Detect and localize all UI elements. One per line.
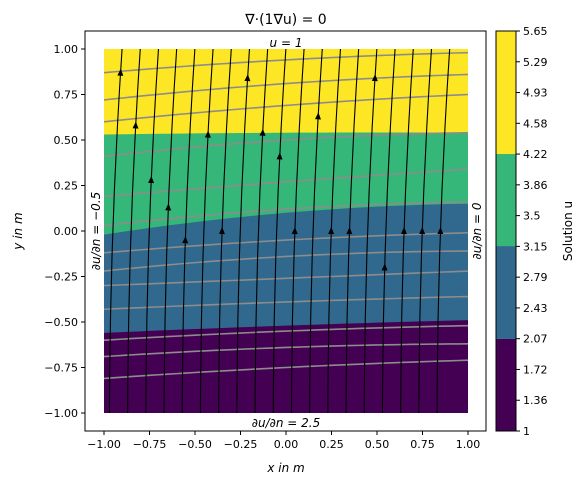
chart-title: ∇·(1∇u) = 0 <box>244 12 326 28</box>
colorbar-segment <box>496 246 516 339</box>
contour-line <box>104 93 468 123</box>
colorbar-tick-label: 3.86 <box>523 179 548 192</box>
streamline-arrow <box>148 176 155 184</box>
x-axis-label: x in m <box>266 461 304 475</box>
streamline-arrow <box>381 263 388 271</box>
streamline-arrow <box>346 227 353 235</box>
y-tick-label: −1.00 <box>44 407 78 420</box>
contour-line <box>104 232 468 254</box>
y-tick-label: −0.50 <box>44 316 78 329</box>
contour-line <box>104 73 468 101</box>
colorbar-frame <box>495 30 517 432</box>
colorbar-tick-label: 4.93 <box>523 87 548 100</box>
streamline <box>199 49 214 413</box>
streamline <box>363 49 378 413</box>
colorbar-tick-label: 4.22 <box>523 148 548 161</box>
filled-region-0 <box>104 320 468 413</box>
colorbar-tick-label: 5.65 <box>523 25 548 38</box>
colorbar-tick-label: 5.29 <box>523 56 548 69</box>
boundary-label-bottom: ∂u/∂n = 2.5 <box>252 416 320 430</box>
streamline-arrow <box>204 130 211 138</box>
y-tick-label: 1.00 <box>54 43 79 56</box>
streamline <box>163 49 178 413</box>
streamline-arrow <box>218 227 225 235</box>
streamline <box>309 49 323 413</box>
streamline-arrow <box>328 227 335 235</box>
y-tick-label: 0.75 <box>54 89 79 102</box>
streamline-arrow <box>182 236 189 244</box>
colorbar-tick-label: 3.5 <box>523 210 541 223</box>
colorbar-segment <box>496 338 516 431</box>
colorbar-tick-label: 2.79 <box>523 271 548 284</box>
x-tick-label: 0.25 <box>319 438 344 451</box>
y-tick-label: −0.75 <box>44 362 78 375</box>
streamline-arrow <box>259 128 266 136</box>
colorbar-segment <box>496 154 516 247</box>
streamline-arrow <box>400 227 407 235</box>
streamline <box>272 49 287 413</box>
colorbar-tick-label: 1.36 <box>523 394 548 407</box>
streamline <box>108 49 123 413</box>
colorbar: 1 1.36 1.72 2.07 2.43 2.79 3.15 3.5 3.86 4.22 4.58… <box>495 25 548 438</box>
streamline <box>127 49 141 413</box>
x-tick-label: 0.75 <box>410 438 435 451</box>
y-tick-label: 0.50 <box>54 134 79 147</box>
x-tick-label: −0.25 <box>224 438 258 451</box>
y-tick-label: −0.25 <box>44 271 78 284</box>
streamline-arrow <box>371 74 378 82</box>
streamline-arrow <box>244 74 251 82</box>
boundary-label-left: ∂u/∂n = −0.5 <box>89 192 103 271</box>
boundary-label-right: ∂u/∂n = 0 <box>470 202 484 259</box>
plot-area <box>104 49 468 413</box>
contour-line <box>104 51 468 74</box>
colorbar-tick-label: 2.07 <box>523 333 548 346</box>
x-tick-label: 0.50 <box>365 438 390 451</box>
streamline-arrow <box>117 68 124 76</box>
colorbar-label: Solution u <box>561 201 575 261</box>
streamline-arrow <box>437 227 444 235</box>
x-tick-label: 1.00 <box>456 438 481 451</box>
contour-line <box>104 250 468 272</box>
y-tick-label: 0.00 <box>54 225 79 238</box>
streamline-arrow <box>419 227 426 235</box>
contour-line <box>104 201 468 227</box>
streamline-arrow <box>276 152 283 160</box>
colorbar-segment <box>496 31 516 155</box>
streamline-arrow <box>165 203 172 211</box>
colorbar-tick-label: 3.15 <box>523 240 548 253</box>
colorbar-tick-label: 2.43 <box>523 302 548 315</box>
colorbar-tick-label: 1 <box>523 425 530 438</box>
boundary-label-top: u = 1 <box>270 36 303 50</box>
streamline-arrow <box>291 227 298 235</box>
streamline <box>254 49 269 413</box>
colorbar-tick-label: 4.58 <box>523 117 548 130</box>
x-tick-label: −1.00 <box>87 438 121 451</box>
contour-line <box>104 168 468 198</box>
y-tick-label: 0.25 <box>54 180 79 193</box>
colorbar-tick-label: 1.72 <box>523 363 548 376</box>
streamline-arrow <box>132 121 139 129</box>
x-tick-label: 0.00 <box>274 438 299 451</box>
streamline <box>181 49 196 413</box>
contour-line <box>104 270 468 287</box>
streamline <box>381 49 396 413</box>
streamline <box>145 49 160 413</box>
streamline <box>236 49 251 413</box>
y-axis-label: y in m <box>11 212 25 250</box>
streamline-arrow <box>315 112 321 120</box>
x-tick-label: −0.75 <box>133 438 167 451</box>
contour-line <box>104 295 468 311</box>
x-tick-label: −0.50 <box>178 438 212 451</box>
contour-line <box>104 131 468 158</box>
